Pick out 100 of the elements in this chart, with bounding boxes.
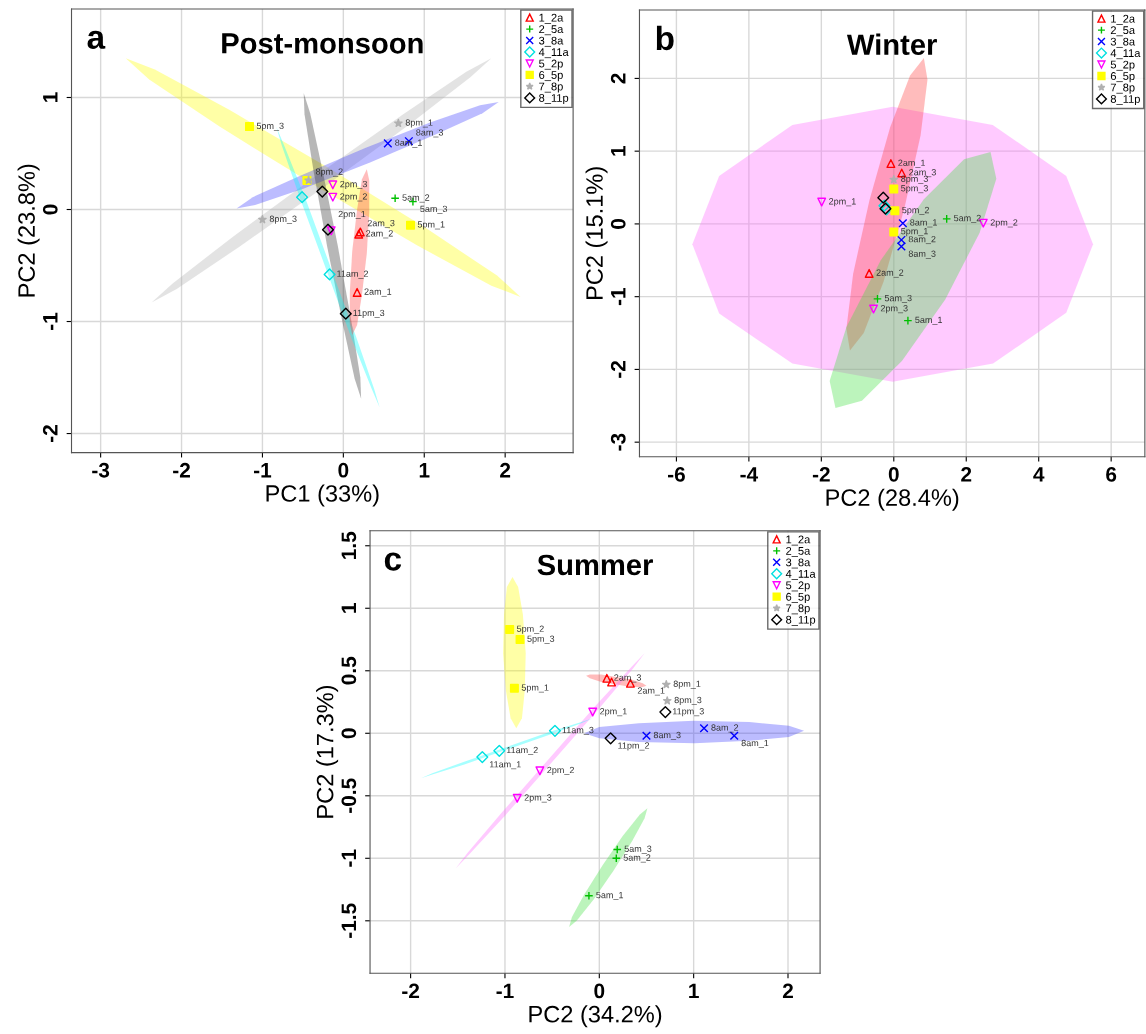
annotation: 5am_2 — [953, 214, 981, 223]
point — [328, 192, 338, 202]
annotation: 5pm_3 — [901, 185, 928, 194]
annotation: 8pm_2 — [315, 168, 343, 177]
annotation: 8am_1 — [395, 139, 422, 148]
annotation: 8pm_1 — [405, 119, 433, 128]
legend-label: 2_5a — [539, 25, 564, 36]
y-tick-label: -1.5 — [341, 903, 357, 938]
point — [352, 287, 362, 297]
x-tick-label: -1 — [254, 463, 272, 478]
x-axis-title: PC2 (28.4%) — [826, 488, 959, 511]
annotation: 11am_3 — [562, 726, 594, 735]
annotation: 2pm_1 — [600, 708, 627, 717]
y-tick-label: 1 — [341, 603, 356, 613]
point — [889, 227, 899, 237]
x-tick-label: 1 — [419, 463, 430, 478]
annotation: 2am_1 — [637, 687, 665, 696]
point — [889, 184, 899, 194]
point — [326, 226, 336, 236]
legend-label: 3_8a — [785, 558, 811, 569]
annotation: 5am_2 — [402, 194, 430, 203]
point — [872, 294, 882, 304]
legend-label: 8_11p — [1110, 95, 1140, 106]
point — [896, 235, 906, 245]
point — [942, 214, 952, 224]
annotation: 11am_2 — [337, 270, 369, 279]
point — [321, 223, 335, 236]
annotation: 5am_1 — [596, 891, 624, 900]
point — [661, 680, 671, 689]
annotation: 2pm_1 — [338, 210, 366, 219]
annotation: a — [87, 30, 106, 49]
annotation: 2pm_1 — [829, 198, 856, 207]
legend-label: 1_2a — [786, 535, 811, 546]
legend-label: 7_8p — [539, 82, 563, 93]
legend-label: 7_8p — [1110, 83, 1135, 94]
annotation: 2pm_3 — [880, 305, 908, 314]
y-tick-label: -2 — [42, 425, 58, 442]
annotation: 8am_3 — [416, 129, 444, 138]
annotation: 11pm_2 — [618, 742, 650, 751]
legend-label: 7_8p — [786, 604, 810, 615]
x-tick-label: 0 — [594, 983, 605, 999]
point — [394, 118, 403, 128]
point — [515, 635, 525, 645]
annotation: 8pm_3 — [674, 696, 702, 705]
point — [493, 744, 506, 757]
legend-label: 6_5p — [786, 592, 810, 603]
x-tick-label: 0 — [888, 466, 899, 482]
annotation: 2pm_3 — [340, 180, 367, 190]
annotation: 2pm_3 — [524, 794, 552, 803]
point — [323, 268, 336, 281]
annotation: 8pm_3 — [269, 215, 297, 224]
annotation: 2am_1 — [364, 288, 392, 297]
point — [296, 191, 309, 204]
annotation: 5pm_2 — [902, 206, 929, 216]
point — [898, 218, 908, 228]
y-tick-label: -1 — [341, 849, 356, 867]
text: Summer — [537, 554, 653, 576]
y-tick-label: 1 — [611, 145, 626, 156]
point — [548, 724, 562, 737]
x-tick-label: -2 — [173, 462, 190, 478]
legend-label: 6_5p — [1110, 72, 1135, 83]
x-tick-label: 2 — [961, 466, 972, 482]
x-axis-title: PC2 (34.2%) — [529, 1005, 662, 1028]
point — [889, 175, 899, 184]
annotation: 8pm_3 — [901, 175, 928, 184]
annotation: 8am_3 — [653, 731, 681, 740]
y-tick-label: 0 — [341, 728, 357, 739]
legend-label: 4_11a — [538, 48, 569, 59]
legend-label: 3_8a — [1110, 37, 1136, 48]
point — [896, 241, 906, 251]
x-tick-label: 2 — [782, 983, 793, 999]
y-tick-label: 1 — [43, 92, 58, 102]
annotation: 11am_1 — [489, 761, 521, 770]
annotation: 2am_3 — [909, 169, 936, 178]
annotation: 8pm_1 — [673, 680, 701, 689]
y-tick-label: 0 — [610, 218, 626, 229]
annotation: 8am_2 — [908, 235, 936, 245]
point — [662, 696, 672, 705]
point — [390, 193, 400, 203]
x-tick-label: 2 — [500, 462, 511, 478]
point — [641, 731, 651, 741]
x-tick-label: 6 — [1106, 466, 1117, 482]
y-tick-label: 2 — [610, 73, 626, 84]
y-tick-label: 1.5 — [341, 531, 357, 559]
point — [535, 766, 545, 776]
point — [509, 683, 519, 693]
point — [864, 268, 874, 278]
x-tick-label: -2 — [402, 983, 420, 999]
annotation: 5pm_1 — [521, 684, 549, 693]
y-tick-label: -1 — [611, 287, 626, 306]
y-tick-label: -0.5 — [341, 778, 357, 813]
annotation: 8am_1 — [741, 739, 769, 748]
annotation: 5pm_3 — [256, 122, 284, 131]
point — [877, 191, 890, 204]
annotation: 8am_1 — [910, 219, 937, 228]
point — [383, 138, 393, 148]
annotation: 5pm_1 — [417, 221, 445, 230]
x-tick-label: 4 — [1033, 467, 1045, 482]
annotation: 5am_3 — [624, 845, 652, 854]
x-tick-label: -4 — [740, 467, 759, 482]
